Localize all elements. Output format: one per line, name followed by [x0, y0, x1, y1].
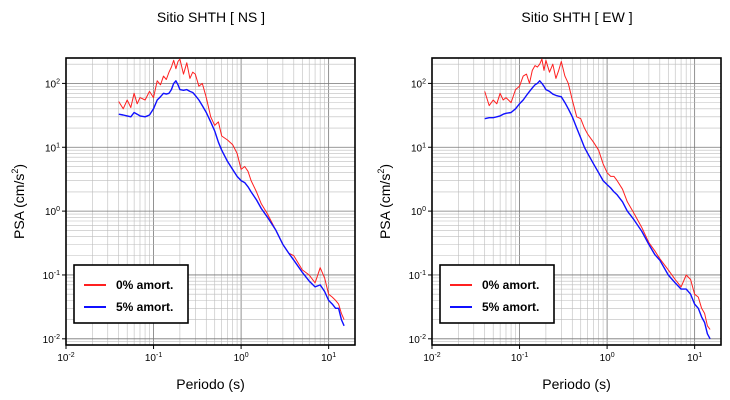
- plot-frame: [65, 57, 356, 346]
- legend: 0% amort. 5% amort.: [73, 264, 189, 324]
- tick-exponent: -1: [420, 270, 426, 277]
- tick-base: 10: [409, 271, 421, 282]
- grid: [431, 58, 722, 346]
- y-tick-label: 101: [411, 142, 426, 154]
- tick-base: 10: [687, 353, 699, 364]
- y-tick-label: 10-1: [43, 270, 60, 282]
- y-tick-label: 101: [45, 142, 60, 154]
- legend: 0% amort. 5% amort.: [439, 264, 555, 324]
- x-tick-label: 10-1: [145, 352, 162, 364]
- y-axis-label-main: PSA (cm/s: [377, 174, 393, 239]
- tick-base: 10: [234, 353, 246, 364]
- chart-panel-0: Sitio SHTH [ NS ]10-2 10-1 100 10110-210-11…: [10, 9, 356, 392]
- tick-base: 10: [411, 207, 423, 218]
- tick-exponent: 0: [422, 206, 426, 213]
- chart-title: Sitio SHTH [ NS ]: [157, 9, 265, 25]
- legend-label: 0% amort.: [116, 278, 173, 292]
- tick-base: 10: [511, 353, 523, 364]
- tick-exponent: 0: [611, 352, 615, 359]
- tick-exponent: -1: [156, 352, 162, 359]
- x-axis-label: Periodo (s): [542, 376, 610, 392]
- legend-label: 5% amort.: [482, 300, 539, 314]
- tick-exponent: 1: [698, 352, 702, 359]
- y-tick-label: 10-1: [409, 270, 426, 282]
- y-axis-label-tail: ): [377, 164, 393, 169]
- y-tick-label: 10-2: [43, 334, 60, 346]
- y-axis-label: PSA (cm/s2): [10, 164, 27, 239]
- y-axis-label-sup: 2: [10, 169, 20, 174]
- chart-panel-1: Sitio SHTH [ EW ]10-2 10-1 100 10110-210-11…: [376, 9, 722, 392]
- x-tick-label: 10-1: [511, 352, 528, 364]
- x-tick-label: 101: [321, 352, 336, 364]
- tick-base: 10: [43, 335, 55, 346]
- grid: [65, 58, 356, 346]
- legend-box: [73, 264, 189, 324]
- x-tick-label: 100: [600, 352, 615, 364]
- tick-base: 10: [45, 207, 57, 218]
- series-line-blue: [118, 80, 345, 327]
- tick-exponent: -2: [420, 334, 426, 341]
- tick-base: 10: [57, 353, 69, 364]
- tick-exponent: 0: [245, 352, 249, 359]
- x-tick-label: 10-2: [423, 352, 440, 364]
- tick-exponent: -2: [68, 352, 74, 359]
- legend-label: 0% amort.: [482, 278, 539, 292]
- tick-base: 10: [45, 79, 57, 90]
- x-tick-label: 10-2: [57, 352, 74, 364]
- tick-base: 10: [423, 353, 435, 364]
- chart-title: Sitio SHTH [ EW ]: [521, 9, 632, 25]
- tick-base: 10: [321, 353, 333, 364]
- legend-label: 5% amort.: [116, 300, 173, 314]
- tick-exponent: 2: [422, 78, 426, 85]
- tick-exponent: 0: [56, 206, 60, 213]
- y-axis-label-sup: 2: [376, 169, 386, 174]
- tick-exponent: -1: [54, 270, 60, 277]
- tick-base: 10: [600, 353, 612, 364]
- tick-exponent: 2: [56, 78, 60, 85]
- tick-exponent: 1: [422, 142, 426, 149]
- y-tick-label: 100: [411, 206, 426, 218]
- tick-base: 10: [409, 335, 421, 346]
- legend-box: [439, 264, 555, 324]
- tick-exponent: -1: [522, 352, 528, 359]
- series-line-red: [484, 58, 711, 330]
- series-line-red: [118, 58, 345, 320]
- y-axis-label-tail: ): [11, 164, 27, 169]
- tick-base: 10: [45, 143, 57, 154]
- y-axis-label-main: PSA (cm/s: [11, 174, 27, 239]
- y-tick-label: 102: [411, 78, 426, 90]
- tick-exponent: 1: [56, 142, 60, 149]
- y-tick-label: 102: [45, 78, 60, 90]
- x-tick-label: 100: [234, 352, 249, 364]
- y-tick-label: 100: [45, 206, 60, 218]
- x-axis-label: Periodo (s): [176, 376, 244, 392]
- tick-exponent: 1: [332, 352, 336, 359]
- tick-base: 10: [145, 353, 157, 364]
- tick-base: 10: [411, 79, 423, 90]
- tick-exponent: -2: [54, 334, 60, 341]
- tick-exponent: -2: [434, 352, 440, 359]
- x-tick-label: 101: [687, 352, 702, 364]
- y-axis-label: PSA (cm/s2): [376, 164, 393, 239]
- y-tick-label: 10-2: [409, 334, 426, 346]
- tick-base: 10: [43, 271, 55, 282]
- plot-frame: [431, 57, 722, 346]
- tick-base: 10: [411, 143, 423, 154]
- series-line-blue: [484, 80, 711, 340]
